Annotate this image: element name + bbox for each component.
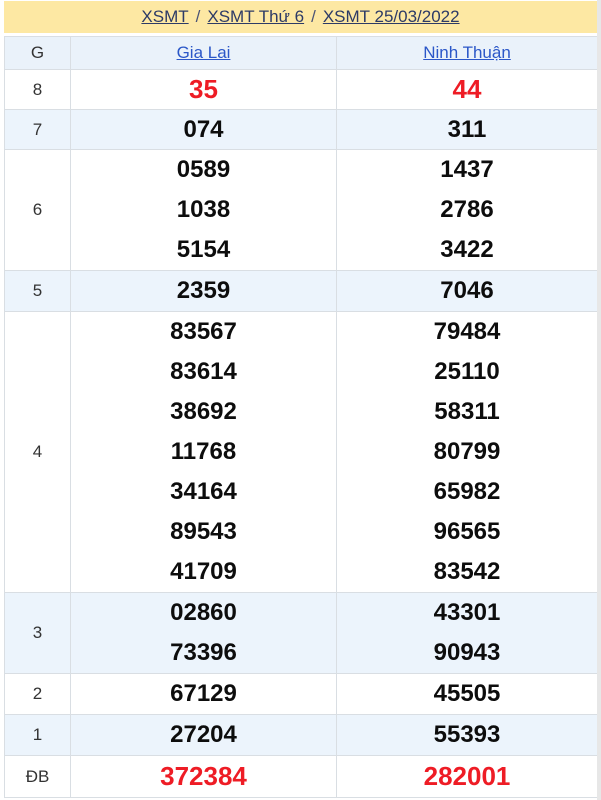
- prize-label: 1: [4, 714, 71, 756]
- province-link-gia-lai[interactable]: Gia Lai: [176, 43, 231, 62]
- province-header-ninh-thuan: Ninh Thuận: [336, 36, 598, 70]
- result-number: 074: [183, 116, 224, 143]
- lottery-results-table: G Gia Lai Ninh Thuận 8 35 44 7 074 311 6…: [4, 36, 598, 798]
- result-number: 73396: [170, 639, 237, 666]
- prize-row-2: 2 67129 45505: [4, 673, 598, 715]
- result-number: 43301: [433, 599, 501, 626]
- result-number: 372384: [160, 761, 247, 791]
- result-number: 67129: [170, 680, 237, 707]
- prize-label: 6: [4, 149, 71, 271]
- result-number: 5154: [176, 236, 231, 263]
- result-number: 1038: [176, 196, 231, 223]
- result-number: 311: [447, 116, 487, 143]
- result-number: 11768: [170, 438, 237, 465]
- prize-row-6: 6 0589 1038 5154 1437 2786 3422: [4, 149, 598, 271]
- prize-label: 2: [4, 673, 71, 715]
- result-number: 1437: [440, 156, 494, 183]
- prize-row-5: 5 2359 7046: [4, 270, 598, 312]
- province-header-gia-lai: Gia Lai: [70, 36, 337, 70]
- result-number: 35: [189, 74, 218, 104]
- result-number: 34164: [170, 478, 237, 505]
- result-number: 38692: [170, 398, 237, 425]
- breadcrumb: XSMT / XSMT Thứ 6 / XSMT 25/03/2022: [4, 1, 597, 33]
- prize-row-3: 3 02860 73396 43301 90943: [4, 592, 598, 674]
- prize-label: 3: [4, 592, 71, 674]
- prize-label: ĐB: [4, 755, 71, 798]
- prize-label: 8: [4, 69, 71, 110]
- prize-row-4: 4 83567 83614 38692 11768 34164 89543 41…: [4, 311, 598, 593]
- result-number: 41709: [170, 558, 237, 585]
- result-number: 02860: [170, 599, 237, 626]
- result-number: 25110: [434, 358, 500, 385]
- page-edge-strip: [597, 0, 601, 800]
- prize-row-special: ĐB 372384 282001: [4, 755, 598, 798]
- breadcrumb-link-xsmt-thu-6[interactable]: XSMT Thứ 6: [207, 7, 305, 26]
- result-number: 27204: [170, 721, 237, 748]
- result-number: 2359: [176, 277, 231, 304]
- prize-row-1: 1 27204 55393: [4, 714, 598, 756]
- result-number: 83567: [170, 318, 237, 345]
- prize-row-8: 8 35 44: [4, 69, 598, 110]
- result-number: 80799: [433, 438, 501, 465]
- prize-label: 7: [4, 109, 71, 150]
- breadcrumb-separator: /: [311, 7, 316, 26]
- table-header-row: G Gia Lai Ninh Thuận: [4, 36, 598, 70]
- result-number: 0589: [176, 156, 231, 183]
- result-number: 7046: [440, 277, 494, 304]
- prize-label: 5: [4, 270, 71, 312]
- breadcrumb-link-xsmt-date[interactable]: XSMT 25/03/2022: [322, 7, 460, 26]
- result-number: 83542: [433, 558, 501, 585]
- result-number: 45505: [433, 680, 501, 707]
- result-number: 55393: [433, 721, 501, 748]
- result-number: 2786: [440, 196, 494, 223]
- result-number: 89543: [170, 518, 237, 545]
- result-number: 90943: [433, 639, 501, 666]
- province-link-ninh-thuan[interactable]: Ninh Thuận: [423, 43, 511, 62]
- result-number: 58311: [434, 398, 500, 425]
- breadcrumb-separator: /: [195, 7, 201, 26]
- result-number: 96565: [433, 518, 501, 545]
- result-number: 282001: [423, 761, 511, 791]
- result-number: 3422: [440, 236, 494, 263]
- prize-label: 4: [4, 311, 71, 593]
- result-number: 44: [452, 74, 482, 104]
- prize-row-7: 7 074 311: [4, 109, 598, 150]
- result-number: 65982: [433, 478, 501, 505]
- result-number: 79484: [433, 318, 501, 345]
- result-number: 83614: [170, 358, 237, 385]
- breadcrumb-link-xsmt[interactable]: XSMT: [141, 7, 189, 26]
- prize-column-header: G: [4, 36, 71, 70]
